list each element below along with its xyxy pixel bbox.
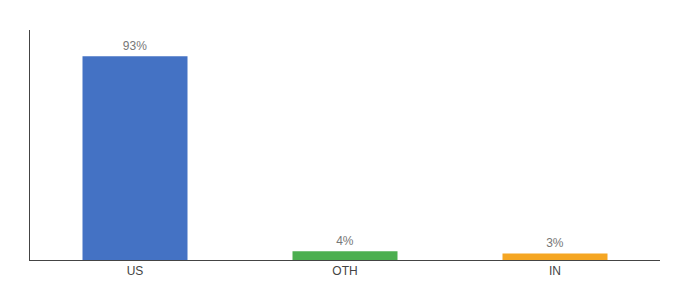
svg-text:4%: 4% [336, 234, 354, 248]
svg-text:OTH: OTH [332, 264, 357, 278]
svg-text:IN: IN [549, 264, 561, 278]
svg-text:3%: 3% [546, 236, 564, 250]
svg-text:US: US [127, 264, 144, 278]
svg-text:93%: 93% [123, 39, 147, 53]
